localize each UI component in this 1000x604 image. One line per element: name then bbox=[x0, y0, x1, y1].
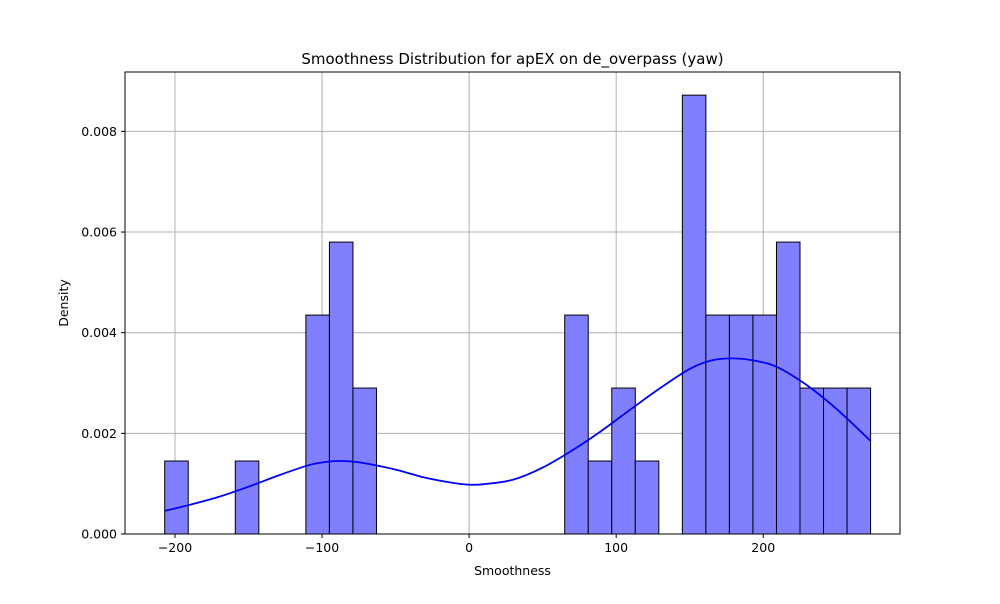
x-tick-label: −100 bbox=[305, 540, 339, 555]
chart-title: Smoothness Distribution for apEX on de_o… bbox=[301, 50, 723, 69]
histogram-bar bbox=[728, 314, 754, 535]
histogram-bar bbox=[564, 314, 589, 535]
histogram-bar bbox=[587, 460, 613, 535]
histogram-bar bbox=[634, 460, 660, 535]
histogram-bar bbox=[352, 387, 377, 535]
y-tick-label: 0.000 bbox=[81, 527, 117, 542]
y-tick-label: 0.004 bbox=[81, 325, 117, 340]
y-axis-title: Density bbox=[56, 279, 71, 327]
x-tick-label: −200 bbox=[158, 540, 192, 555]
kde-curve-group bbox=[164, 357, 872, 512]
histogram-bar bbox=[846, 387, 872, 535]
plot-area-frame bbox=[124, 71, 901, 535]
histogram-bar bbox=[799, 387, 825, 535]
histogram-bar bbox=[775, 241, 801, 535]
x-tick-label: 100 bbox=[604, 540, 628, 555]
x-axis-ticks: −200 −100 0 100 200 bbox=[158, 534, 775, 555]
histogram-bar bbox=[305, 314, 330, 535]
y-tick-label: 0.006 bbox=[81, 225, 117, 240]
y-tick-label: 0.008 bbox=[81, 124, 117, 139]
histogram-bar bbox=[823, 387, 848, 535]
histogram-bar bbox=[752, 314, 777, 535]
histogram-bar bbox=[234, 460, 260, 535]
y-tick-label: 0.002 bbox=[81, 426, 117, 441]
x-tick-label: 0 bbox=[465, 540, 473, 555]
histogram-bar bbox=[681, 94, 707, 535]
histogram-bar bbox=[328, 241, 354, 535]
histogram-bar bbox=[611, 387, 636, 535]
x-axis-title: Smoothness bbox=[474, 563, 551, 578]
x-tick-label: 200 bbox=[751, 540, 775, 555]
y-axis-ticks: 0.000 0.002 0.004 0.006 0.008 bbox=[81, 124, 125, 542]
histogram-bar bbox=[164, 460, 189, 535]
histogram-bar bbox=[705, 314, 730, 535]
histogram-bars bbox=[164, 94, 872, 535]
kde-line bbox=[164, 357, 872, 512]
